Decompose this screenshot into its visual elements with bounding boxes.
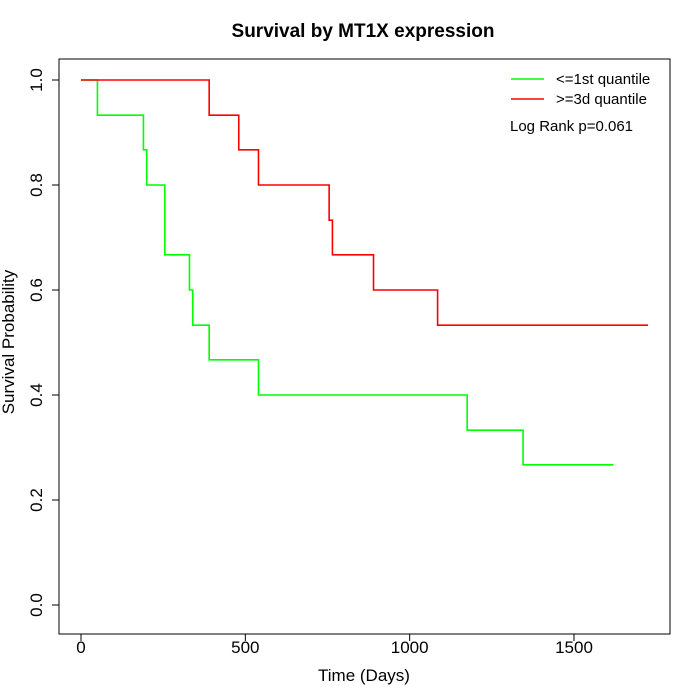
chart-title: Survival by MT1X expression	[232, 21, 495, 42]
y-tick-label: 0.8	[27, 173, 46, 197]
x-tick-label: 1000	[391, 638, 429, 657]
y-tick-label: 0.2	[27, 488, 46, 512]
series-line-1	[81, 79, 648, 326]
y-tick-label: 1.0	[27, 68, 46, 92]
legend-label-1: >=3d quantile	[556, 91, 647, 108]
x-tick-label: 0	[76, 638, 85, 657]
legend-label-0: <=1st quantile	[556, 71, 650, 88]
y-tick-label: 0.6	[27, 278, 46, 302]
y-axis-label: Survival Probability	[0, 269, 18, 414]
series-layer	[81, 79, 648, 466]
y-tick-label: 0.0	[27, 593, 46, 617]
series-line-0	[81, 79, 614, 466]
x-tick-label: 500	[231, 638, 259, 657]
legend: <=1st quantile >=3d quantile	[511, 71, 650, 108]
x-tick-label: 1500	[555, 638, 593, 657]
y-axis: 0.0 0.2 0.4 0.6 0.8 1.0	[27, 68, 60, 617]
y-tick-label: 0.4	[27, 383, 46, 407]
x-axis-label: Time (Days)	[318, 666, 410, 685]
logrank-annotation: Log Rank p=0.061	[510, 118, 633, 135]
x-axis: 0 500 1000 1500	[76, 633, 593, 657]
